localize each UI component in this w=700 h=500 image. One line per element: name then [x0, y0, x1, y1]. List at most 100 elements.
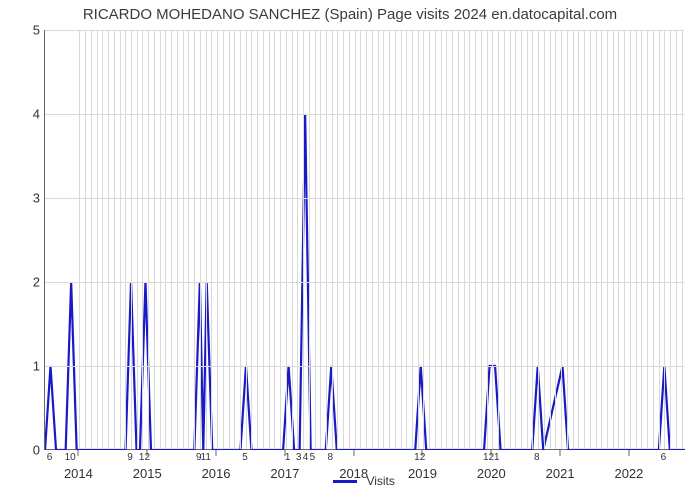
gridline-v [217, 30, 218, 449]
gridline-v [452, 30, 453, 449]
gridline-v [578, 30, 579, 449]
gridline-v [435, 30, 436, 449]
gridline-v [475, 30, 476, 449]
gridline-v [332, 30, 333, 449]
gridline-v [280, 30, 281, 449]
x-tick-mark [78, 450, 79, 456]
y-tick-label: 3 [10, 191, 40, 206]
chart-title: RICARDO MOHEDANO SANCHEZ (Spain) Page vi… [0, 6, 700, 23]
x-tick-month: 6 [47, 452, 53, 463]
x-tick-year: 2015 [133, 466, 162, 481]
x-tick-year: 2016 [202, 466, 231, 481]
gridline-v [234, 30, 235, 449]
x-tick-mark [216, 450, 217, 456]
gridline-v [223, 30, 224, 449]
gridline-v [251, 30, 252, 449]
gridline-v [360, 30, 361, 449]
gridline-v [429, 30, 430, 449]
gridline-v [601, 30, 602, 449]
gridline-v [315, 30, 316, 449]
x-tick-mark [628, 450, 629, 456]
x-tick-year: 2017 [270, 466, 299, 481]
x-tick-year: 2018 [339, 466, 368, 481]
gridline-v [561, 30, 562, 449]
gridline-v [584, 30, 585, 449]
x-tick-mark [560, 450, 561, 456]
gridline-v [555, 30, 556, 449]
gridline-v [492, 30, 493, 449]
x-tick-year: 2020 [477, 466, 506, 481]
y-tick-label: 1 [10, 359, 40, 374]
gridline-v [148, 30, 149, 449]
gridline-v [274, 30, 275, 449]
gridline-v [263, 30, 264, 449]
gridline-v [137, 30, 138, 449]
gridline-v [515, 30, 516, 449]
gridline-v [636, 30, 637, 449]
x-tick-month: 5 [310, 452, 316, 463]
gridline-v [229, 30, 230, 449]
gridline-v [510, 30, 511, 449]
gridline-h [45, 198, 684, 199]
gridline-v [423, 30, 424, 449]
x-tick-month: 5 [242, 452, 248, 463]
gridline-v [664, 30, 665, 449]
gridline-v [85, 30, 86, 449]
gridline-v [188, 30, 189, 449]
x-tick-month: 12 [139, 452, 150, 463]
gridline-v [464, 30, 465, 449]
gridline-v [458, 30, 459, 449]
x-tick-year: 2014 [64, 466, 93, 481]
gridline-v [682, 30, 683, 449]
gridline-h [45, 366, 684, 367]
gridline-v [211, 30, 212, 449]
gridline-v [326, 30, 327, 449]
x-tick-month: 1 [285, 452, 291, 463]
gridline-v [383, 30, 384, 449]
y-tick-label: 4 [10, 107, 40, 122]
y-tick-label: 0 [10, 443, 40, 458]
gridline-v [171, 30, 172, 449]
x-tick-year: 2019 [408, 466, 437, 481]
gridline-v [194, 30, 195, 449]
gridline-v [613, 30, 614, 449]
x-tick-month: 3 [296, 452, 302, 463]
x-tick-month: 1 [494, 452, 500, 463]
gridline-v [372, 30, 373, 449]
gridline-v [395, 30, 396, 449]
gridline-v [286, 30, 287, 449]
gridline-v [79, 30, 80, 449]
gridline-h [45, 30, 684, 31]
gridline-v [538, 30, 539, 449]
gridline-v [366, 30, 367, 449]
gridline-v [337, 30, 338, 449]
gridline-v [481, 30, 482, 449]
gridline-v [647, 30, 648, 449]
gridline-v [160, 30, 161, 449]
gridline-h [45, 114, 684, 115]
gridline-v [355, 30, 356, 449]
gridline-v [487, 30, 488, 449]
gridline-v [257, 30, 258, 449]
gridline-v [125, 30, 126, 449]
gridline-v [240, 30, 241, 449]
gridline-v [607, 30, 608, 449]
gridline-v [630, 30, 631, 449]
gridline-v [292, 30, 293, 449]
visits-line-chart: RICARDO MOHEDANO SANCHEZ (Spain) Page vi… [0, 0, 700, 500]
x-tick-year: 2022 [614, 466, 643, 481]
gridline-v [154, 30, 155, 449]
gridline-v [527, 30, 528, 449]
gridline-v [165, 30, 166, 449]
x-tick-month: 6 [661, 452, 667, 463]
gridline-v [349, 30, 350, 449]
gridline-v [177, 30, 178, 449]
x-tick-mark [353, 450, 354, 456]
gridline-v [676, 30, 677, 449]
y-tick-label: 5 [10, 23, 40, 38]
gridline-v [521, 30, 522, 449]
gridline-v [120, 30, 121, 449]
gridline-v [131, 30, 132, 449]
gridline-v [401, 30, 402, 449]
gridline-v [670, 30, 671, 449]
